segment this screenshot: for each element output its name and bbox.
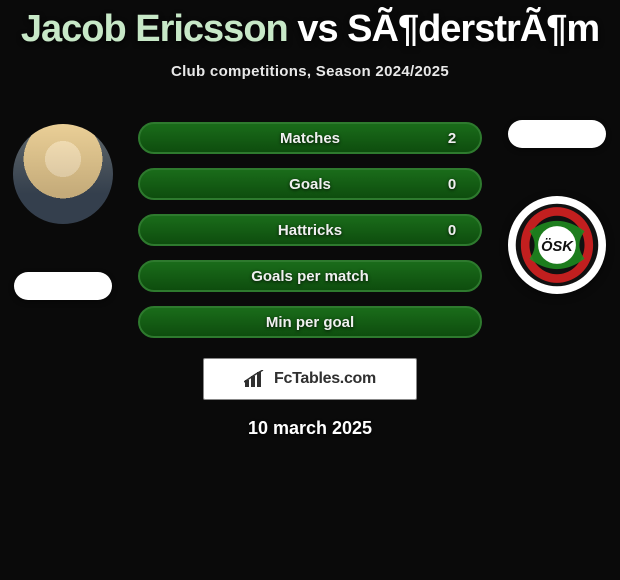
left-player-column [8, 124, 118, 300]
stat-row-hattricks: Hattricks 0 [138, 214, 482, 246]
subtitle: Club competitions, Season 2024/2025 [0, 63, 620, 80]
stat-label: Hattricks [180, 222, 440, 239]
player1-avatar [13, 124, 113, 224]
club-badge-icon: ÖSK [514, 202, 600, 288]
player2-name: SÃ¶derstrÃ¶m [347, 8, 599, 50]
right-player-column: ÖSK [502, 120, 612, 294]
stat-label: Matches [180, 130, 440, 147]
stat-row-goals-per-match: Goals per match [138, 260, 482, 292]
stat-right-value: 0 [440, 222, 464, 239]
footer-block: FcTables.com 10 march 2025 [0, 352, 620, 439]
stat-right-value: 0 [440, 176, 464, 193]
svg-text:ÖSK: ÖSK [541, 238, 574, 255]
player2-flag-pill [508, 120, 606, 148]
player1-name: Jacob Ericsson [21, 8, 288, 50]
stat-label: Min per goal [180, 314, 440, 331]
player2-club-badge: ÖSK [508, 196, 606, 294]
stat-row-goals: Goals 0 [138, 168, 482, 200]
fctables-label: FcTables.com [274, 370, 376, 388]
vs-text: vs [297, 8, 337, 50]
stats-rows: Matches 2 Goals 0 Hattricks 0 Goals per … [138, 122, 482, 352]
bar-chart-icon [244, 370, 268, 388]
footer-date: 10 march 2025 [0, 418, 620, 439]
player1-flag-pill [14, 272, 112, 300]
stat-row-min-per-goal: Min per goal [138, 306, 482, 338]
fctables-badge[interactable]: FcTables.com [203, 358, 417, 400]
stat-right-value: 2 [440, 130, 464, 147]
stat-label: Goals [180, 176, 440, 193]
stat-label: Goals per match [180, 268, 440, 285]
stat-row-matches: Matches 2 [138, 122, 482, 154]
comparison-title: Jacob Ericsson vs SÃ¶derstrÃ¶m [0, 0, 620, 51]
